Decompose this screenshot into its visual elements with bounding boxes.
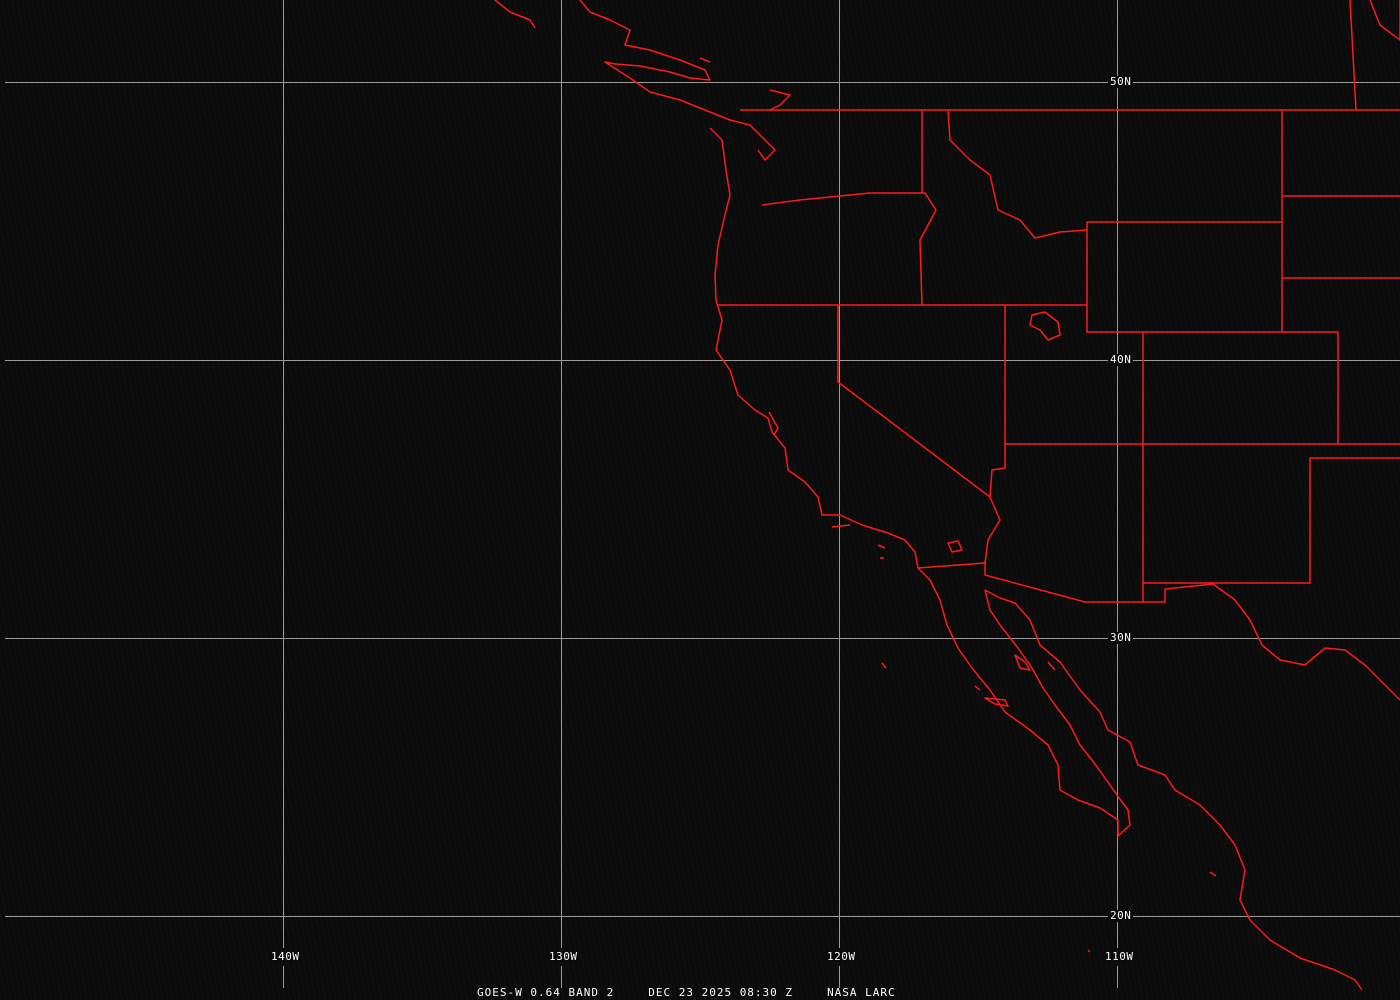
- image-source: NASA LARC: [827, 986, 896, 999]
- great-salt-lake: [1029, 311, 1061, 341]
- lat-lon-grid: [5, 0, 1400, 988]
- lat-label-30n: 30N: [1108, 631, 1134, 644]
- state-lines: [718, 0, 1400, 602]
- coastline-mexico: [984, 589, 1363, 991]
- lon-label-130w: 130W: [547, 950, 580, 963]
- border-us-mexico: [917, 562, 1400, 701]
- coastline-north: [494, 0, 791, 161]
- image-datetime: DEC 23 2025 08:30 Z: [648, 986, 794, 999]
- image-caption: GOES-W 0.64 BAND 2 DEC 23 2025 08:30 Z NAS…: [477, 986, 930, 999]
- lat-label-50n: 50N: [1108, 75, 1134, 88]
- lon-label-140w: 140W: [269, 950, 302, 963]
- lat-label-20n: 20N: [1108, 909, 1134, 922]
- lon-label-120w: 120W: [825, 950, 858, 963]
- lon-label-110w: 110W: [1103, 950, 1136, 963]
- satellite-band: GOES-W 0.64 BAND 2: [477, 986, 615, 999]
- border-us-canada: [770, 0, 1400, 111]
- lat-label-40n: 40N: [1108, 353, 1134, 366]
- coastline-us-west: [709, 127, 1131, 837]
- boundaries: [494, 0, 1400, 991]
- islands: [768, 411, 1217, 953]
